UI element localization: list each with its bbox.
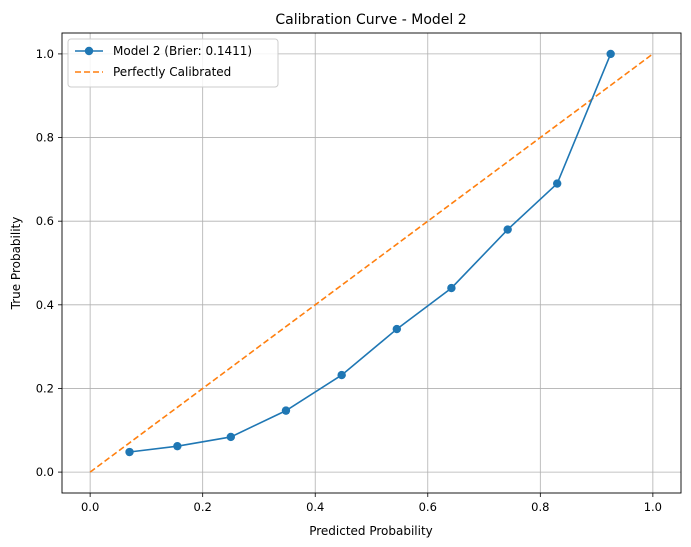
model-point [392, 324, 402, 334]
x-tick-label: 0.6 [419, 500, 437, 514]
model-point [447, 283, 456, 293]
model-point [503, 225, 512, 234]
legend-label-model: Model 2 (Brier: 0.1411) [113, 44, 252, 58]
y-tick-label: 0.0 [36, 465, 54, 479]
model-point [125, 447, 134, 457]
model-point [226, 432, 236, 442]
y-tick-label: 0.2 [36, 381, 54, 395]
grid [62, 33, 681, 493]
model-point [337, 370, 346, 380]
model-point [281, 406, 291, 415]
y-tick-label: 0.4 [36, 298, 54, 312]
legend: Model 2 (Brier: 0.1411) Perfectly Calibr… [67, 38, 279, 88]
ticks: 0.0 0.2 0.4 0.6 0.8 1.0 0.0 0.2 0.4 0.6 0.8 1.0 [36, 47, 662, 514]
model-line [129, 53, 612, 453]
calibrated-line [89, 53, 654, 473]
x-tick-label: 0.0 [81, 500, 99, 514]
x-axis-label: Predicted Probability [309, 524, 433, 538]
chart-title: Calibration Curve - Model 2 [275, 12, 466, 28]
series-layer [89, 49, 654, 473]
model-point [606, 49, 615, 59]
x-tick-label: 0.2 [194, 500, 212, 514]
plot-frame [61, 32, 682, 494]
legend-marker-model [84, 46, 94, 56]
legend-box [67, 38, 279, 88]
y-tick-label: 0.8 [36, 131, 54, 145]
legend-label-calibrated: Perfectly Calibrated [113, 65, 231, 79]
x-tick-label: 0.4 [306, 500, 324, 514]
model-point [553, 179, 562, 188]
model-point [173, 441, 182, 451]
y-tick-label: 1.0 [36, 47, 54, 61]
y-tick-label: 0.6 [36, 214, 54, 228]
x-tick-label: 0.8 [531, 500, 549, 514]
y-axis-label: True Probability [9, 217, 23, 311]
x-tick-label: 1.0 [644, 500, 662, 514]
